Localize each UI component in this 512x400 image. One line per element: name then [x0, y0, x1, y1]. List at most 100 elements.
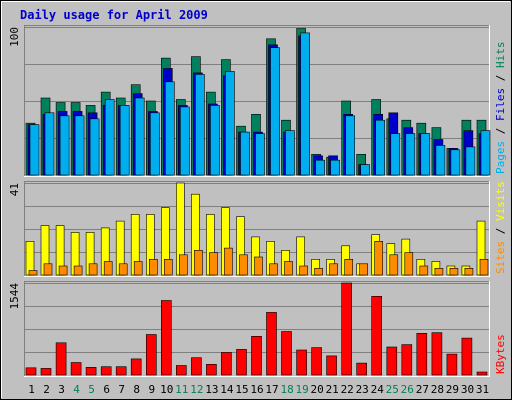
panel-visits-sites: 41 Sites / Visits	[8, 181, 507, 277]
bar-kbytes-day-7	[115, 366, 127, 376]
bar-kbytes-day-3	[55, 342, 67, 376]
bar-kbytes-day-17	[266, 312, 277, 376]
bar-sites-day-15	[239, 254, 248, 276]
bar-pages-day-12	[195, 74, 205, 176]
x-tick-label: 10	[160, 383, 173, 396]
bar-kbytes-day-9	[146, 334, 157, 376]
x-tick-label: 1	[28, 383, 35, 396]
bar-sites-day-20	[314, 267, 323, 276]
x-tick-label: 7	[118, 383, 125, 396]
bar-pages-day-6	[104, 99, 115, 176]
bar-kbytes-day-15	[236, 349, 247, 376]
bar-pages-day-26	[405, 133, 416, 176]
legend-part: /	[494, 121, 507, 141]
legend-part: KBytes	[494, 334, 507, 374]
bar-sites-day-1	[28, 270, 38, 276]
bar-kbytes-day-14	[221, 352, 232, 376]
bar-pages-day-7	[119, 105, 130, 176]
bar-sites-day-29	[449, 267, 459, 276]
chart-panels: 100 Pages / Files / Hits 41 Sites / Visits 1…	[8, 25, 507, 377]
bar-sites-day-6	[103, 261, 113, 276]
x-tick-label: 13	[205, 383, 218, 396]
bar-pages-day-10	[165, 81, 175, 176]
series-pages	[29, 32, 491, 176]
bar-pages-day-29	[450, 149, 461, 176]
bar-sites-day-9	[149, 258, 158, 276]
bar-pages-day-23	[360, 164, 371, 176]
bar-sites-day-23	[359, 263, 369, 276]
bar-sites-day-11	[179, 254, 188, 276]
bar-kbytes-day-31	[476, 371, 488, 376]
bar-pages-day-21	[330, 159, 340, 176]
bar-visits-day-1	[25, 241, 35, 276]
bar-sites-day-12	[194, 250, 203, 276]
bar-kbytes-day-5	[85, 366, 97, 376]
x-tick-label: 28	[431, 383, 444, 396]
x-tick-label: 20	[310, 383, 323, 396]
x-tick-label: 5	[88, 383, 95, 396]
x-tick-label: 8	[133, 383, 140, 396]
bar-sites-day-5	[88, 263, 98, 276]
bar-pages-day-25	[390, 133, 401, 176]
x-tick-label: 31	[476, 383, 489, 396]
x-tick-label: 2	[43, 383, 50, 396]
bar-kbytes-day-25	[386, 346, 398, 376]
bar-kbytes-day-28	[431, 332, 443, 376]
bar-pages-day-27	[420, 133, 431, 176]
x-tick-label: 19	[295, 383, 308, 396]
bar-pages-day-18	[285, 130, 295, 176]
panel-max-label: 41	[8, 183, 21, 196]
x-tick-label: 17	[265, 383, 278, 396]
bar-kbytes-day-29	[446, 353, 458, 376]
x-tick-label: 27	[416, 383, 429, 396]
panel-max-label: 1544	[8, 283, 21, 310]
bar-kbytes-day-18	[281, 331, 292, 376]
legend-part: Sites	[494, 241, 507, 274]
bar-pages-day-1	[29, 124, 40, 176]
bar-kbytes-day-8	[130, 358, 142, 376]
x-tick-label: 12	[190, 383, 203, 396]
x-tick-label: 11	[175, 383, 188, 396]
bar-pages-day-28	[435, 145, 446, 176]
bar-kbytes-day-22	[341, 282, 353, 376]
bar-kbytes-day-4	[70, 362, 82, 376]
bar-kbytes-day-6	[100, 366, 112, 376]
bar-sites-day-4	[73, 265, 83, 276]
panel-legend-label: Sites / Visits	[494, 181, 507, 274]
bar-sites-day-18	[284, 261, 293, 276]
bar-pages-day-4	[74, 115, 85, 176]
bar-kbytes-day-1	[25, 367, 37, 376]
bar-sites-day-28	[434, 267, 444, 276]
x-tick-label: 18	[280, 383, 293, 396]
bar-kbytes-day-16	[251, 335, 262, 376]
x-tick-label: 22	[341, 383, 354, 396]
x-tick-label: 26	[401, 383, 414, 396]
x-tick-label: 6	[103, 383, 110, 396]
bar-sites-day-16	[254, 256, 263, 276]
bar-kbytes-day-2	[40, 368, 52, 376]
series-sites	[28, 241, 489, 276]
x-tick-label: 16	[250, 383, 263, 396]
bar-sites-day-30	[464, 267, 474, 276]
bar-pages-day-9	[150, 112, 160, 176]
legend-part: /	[494, 68, 507, 88]
legend-part: Files	[494, 88, 507, 121]
panel-hits-files-pages: 100 Pages / Files / Hits	[8, 25, 507, 177]
panel-legend-label: KBytes	[494, 334, 507, 374]
bar-pages-day-2	[44, 112, 55, 176]
bar-kbytes-day-13	[206, 363, 217, 376]
x-tick-label: 4	[73, 383, 80, 396]
bar-sites-day-31	[479, 258, 489, 276]
bar-pages-day-24	[375, 119, 386, 176]
bar-sites-day-24	[374, 241, 384, 276]
bar-kbytes-day-26	[401, 344, 413, 376]
bar-kbytes-day-20	[311, 347, 322, 376]
bar-kbytes-day-24	[371, 295, 383, 376]
bar-sites-day-3	[58, 265, 68, 276]
bar-pages-day-30	[465, 146, 476, 176]
bar-sites-day-26	[404, 252, 414, 276]
x-tick-label: 9	[148, 383, 155, 396]
bar-pages-day-5	[89, 118, 100, 176]
x-tick-label: 3	[58, 383, 65, 396]
bar-sites-day-27	[419, 265, 429, 276]
